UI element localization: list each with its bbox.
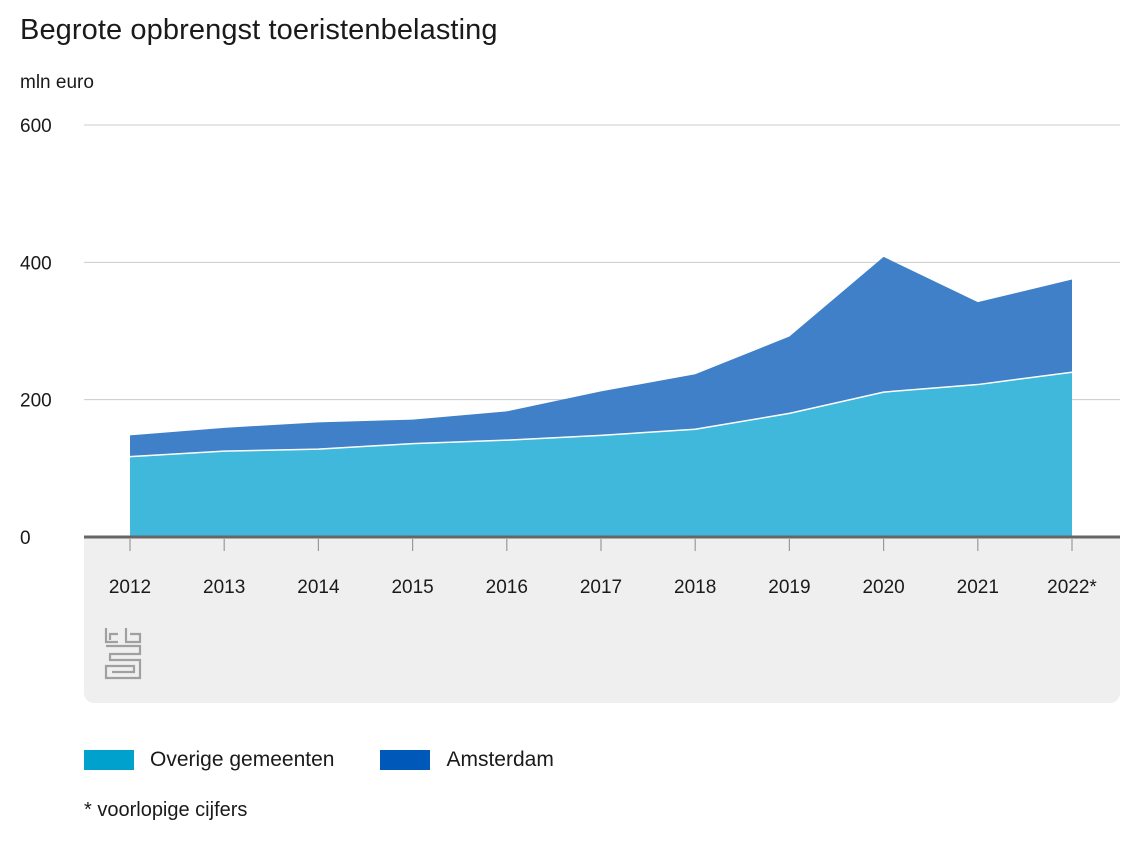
x-tick-label-2018: 2018 <box>674 577 716 598</box>
y-tick-label-400: 400 <box>20 253 52 274</box>
x-tick-label-2020: 2020 <box>862 577 904 598</box>
footnote: * voorlopige cijfers <box>84 799 248 821</box>
x-tick-label-2014: 2014 <box>297 577 340 598</box>
legend-swatch-amsterdam <box>380 750 431 770</box>
axes <box>84 535 1120 551</box>
legend-label-amsterdam: Amsterdam <box>446 748 554 771</box>
y-axis-unit-label: mln euro <box>20 72 94 93</box>
series-separator-line <box>129 371 1073 458</box>
tick-labels: 0 200 400 600 2012 2013 2014 2015 2016 2017 2018 20… <box>20 116 1097 598</box>
x-tick-label-2021: 2021 <box>957 577 999 598</box>
y-tick-label-600: 600 <box>20 116 52 137</box>
legend: Overige gemeenten Amsterdam <box>84 748 600 772</box>
x-axis-panel <box>84 536 1120 703</box>
chart-title: Begrote opbrengst toeristenbelasting <box>20 14 498 46</box>
legend-item-overige-gemeenten: Overige gemeenten <box>84 748 334 772</box>
area-amsterdam <box>130 256 1072 457</box>
cbs-logo-icon <box>104 628 142 680</box>
area-series <box>129 256 1073 537</box>
x-tick-label-2022*: 2022* <box>1047 577 1097 598</box>
legend-item-amsterdam: Amsterdam <box>380 748 554 772</box>
y-tick-label-200: 200 <box>20 391 52 412</box>
x-tick-label-2019: 2019 <box>768 577 810 598</box>
x-tick-label-2013: 2013 <box>203 577 245 598</box>
x-tick-label-2015: 2015 <box>391 577 433 598</box>
legend-swatch-overige-gemeenten <box>84 750 134 770</box>
x-tick-label-2016: 2016 <box>486 577 528 598</box>
y-tick-label-0: 0 <box>20 528 31 549</box>
x-tick-label-2012: 2012 <box>109 577 151 598</box>
x-tick-label-2017: 2017 <box>580 577 622 598</box>
area-overige-gemeenten <box>130 372 1072 537</box>
legend-label-overige-gemeenten: Overige gemeenten <box>150 748 335 771</box>
